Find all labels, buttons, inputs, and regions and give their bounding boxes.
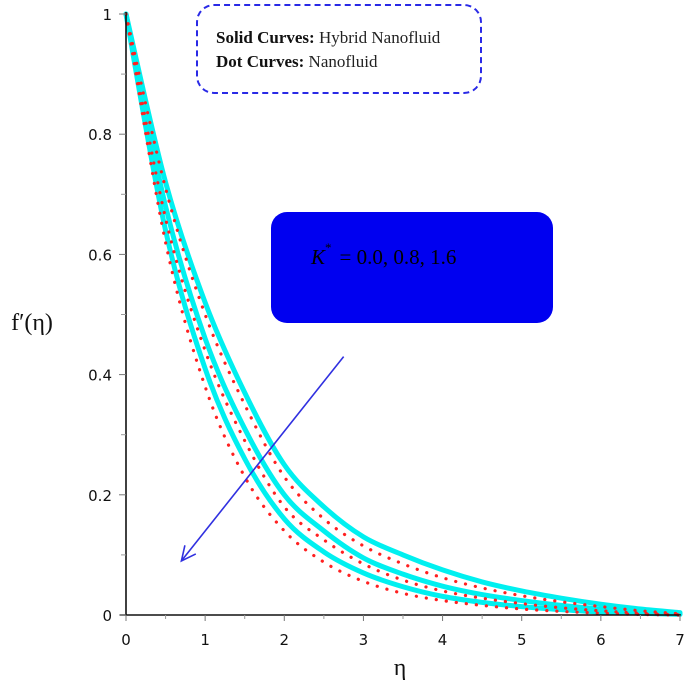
x-tick-label: 1 — [200, 631, 210, 649]
legend-dot-curves: Dot Curves: Nanofluid — [216, 52, 377, 72]
plot-curves — [123, 11, 683, 617]
x-tick-label: 6 — [596, 631, 606, 649]
ticks: 0 1 2 3 4 5 6 7 0 0.2 0.4 0.6 0.8 1 — [88, 6, 685, 649]
dotted-curve-5 — [124, 12, 682, 617]
parameter-values: = 0.0, 0.8, 1.6 — [339, 245, 457, 269]
parameter-label: K* = 0.0, 0.8, 1.6 — [311, 240, 457, 270]
legend-box: Solid Curves: Hybrid Nanofluid Dot Curve… — [196, 4, 482, 94]
y-tick-label: 1 — [102, 6, 112, 24]
legend-dot-label: Dot Curves: — [216, 52, 305, 71]
x-tick-label: 4 — [438, 631, 448, 649]
arrow-shaft — [180, 356, 345, 562]
dotted-curve-4 — [124, 12, 682, 616]
x-tick-label: 5 — [517, 631, 527, 649]
legend-solid-text: Hybrid Nanofluid — [314, 28, 441, 47]
legend-solid-label: Solid Curves: — [216, 28, 315, 47]
x-tick-label: 2 — [280, 631, 290, 649]
y-tick-label: 0.8 — [88, 126, 112, 144]
y-tick-label: 0 — [102, 607, 112, 625]
arrow-head-icon — [180, 545, 197, 563]
parameter-box: K* = 0.0, 0.8, 1.6 — [271, 212, 553, 323]
parameter-superscript: * — [325, 240, 332, 255]
x-tick-label: 3 — [359, 631, 369, 649]
y-tick-label: 0.6 — [88, 246, 112, 264]
axes — [120, 12, 681, 616]
x-axis-label: η — [394, 655, 407, 681]
x-tick-label: 0 — [121, 631, 131, 649]
solid-curve-2 — [123, 11, 683, 617]
solid-curve-1 — [123, 11, 683, 617]
y-tick-label: 0.2 — [88, 487, 112, 505]
legend-dot-text: Nanofluid — [304, 52, 378, 71]
y-tick-label: 0.4 — [88, 367, 112, 385]
y-axis-label: f′(η) — [11, 310, 53, 336]
k-increase-arrow — [180, 356, 345, 563]
legend-solid-curves: Solid Curves: Hybrid Nanofluid — [216, 28, 440, 48]
parameter-symbol: K — [311, 245, 326, 269]
x-tick-label: 7 — [675, 631, 685, 649]
solid-curve-0 — [123, 11, 683, 616]
